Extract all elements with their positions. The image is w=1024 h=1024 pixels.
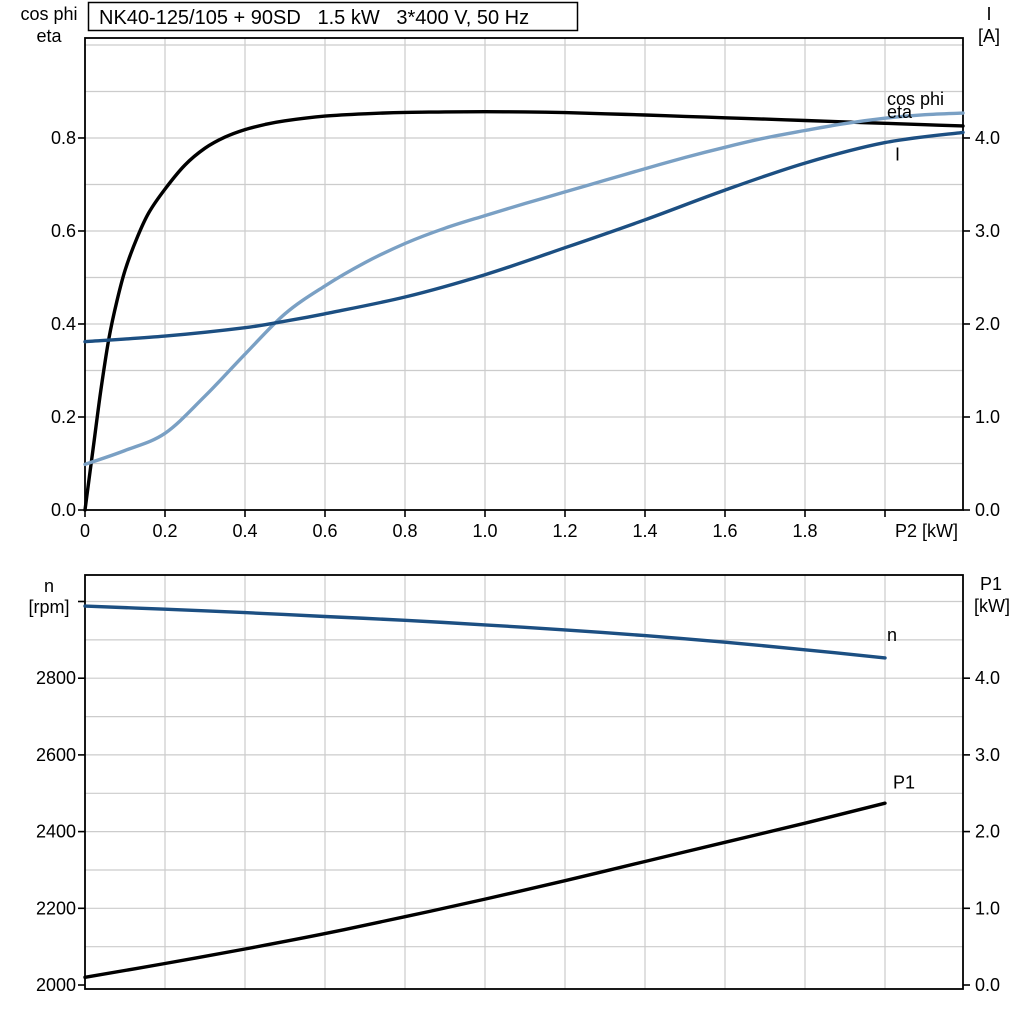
right-tick-label: 2.0 — [975, 314, 1000, 334]
title-box — [87, 1, 579, 32]
left-tick-label: 0.0 — [51, 500, 76, 520]
tick-marks — [78, 137, 970, 517]
curve-cos-phi — [83, 111, 965, 467]
top-right-axis-title-line2: [A] — [978, 26, 1000, 46]
bottom-right-axis-title-line2: [kW] — [974, 596, 1010, 616]
x-tick-label: 1.4 — [632, 521, 657, 541]
plot-frame — [84, 37, 964, 511]
bottom-chart: 2000 2200 2400 2600 2800 0.0 1.0 2.0 3.0 4.0 n P1 — [36, 574, 1000, 995]
tick-marks — [78, 600, 970, 986]
left-tick-label: 0.6 — [51, 221, 76, 241]
curve-n — [83, 604, 887, 660]
x-tick-label: 0.6 — [312, 521, 337, 541]
x-tick-label: 1.6 — [712, 521, 737, 541]
x-axis-title: P2 [kW] — [895, 521, 958, 541]
x-tick-label: 1.0 — [472, 521, 497, 541]
plot-frame — [84, 574, 964, 990]
right-tick-label: 2.0 — [975, 822, 1000, 842]
tick-labels: 2000 2200 2400 2600 2800 0.0 1.0 2.0 3.0 4.0 — [36, 668, 1000, 995]
curve-label-P1: P1 — [893, 772, 915, 792]
x-tick-label: 1.8 — [792, 521, 817, 541]
tick-labels: 0.0 0.2 0.4 0.6 0.8 0.0 1.0 2.0 3.0 4.0 0 0.2 0.4 0.6… — [51, 128, 1000, 541]
gridlines — [85, 575, 963, 989]
x-tick-label: 0.2 — [152, 521, 177, 541]
right-tick-label: 3.0 — [975, 745, 1000, 765]
left-tick-label: 2200 — [36, 898, 76, 918]
curve-label-cos-phi: cos phi — [887, 89, 944, 109]
page-title: NK40-125/105 + 90SD 1.5 kW 3*400 V, 50 H… — [99, 7, 529, 29]
bottom-right-axis-title-line1: P1 — [980, 574, 1002, 594]
x-tick-label: 1.2 — [552, 521, 577, 541]
bottom-left-axis-title-line2: [rpm] — [28, 597, 69, 617]
curve-label-n: n — [887, 625, 897, 645]
left-tick-label: 2400 — [36, 822, 76, 842]
left-tick-label: 0.8 — [51, 128, 76, 148]
top-chart: 0.0 0.2 0.4 0.6 0.8 0.0 1.0 2.0 3.0 4.0 0 0.2 0.4 0.6… — [51, 37, 1000, 541]
left-tick-label: 2800 — [36, 668, 76, 688]
x-tick-label: 0.4 — [232, 521, 257, 541]
left-tick-label: 2600 — [36, 745, 76, 765]
top-left-axis-title-line1: cos phi — [20, 4, 77, 24]
left-tick-label: 2000 — [36, 975, 76, 995]
curve-eta — [83, 110, 965, 512]
right-tick-label: 4.0 — [975, 128, 1000, 148]
right-tick-label: 3.0 — [975, 221, 1000, 241]
top-left-axis-title-line2: eta — [36, 26, 62, 46]
curve-label-eta: eta — [887, 102, 913, 122]
x-tick-label: 0 — [80, 521, 90, 541]
right-tick-label: 0.0 — [975, 975, 1000, 995]
right-tick-label: 0.0 — [975, 500, 1000, 520]
bottom-left-axis-title-line1: n — [44, 576, 54, 596]
right-tick-label: 1.0 — [975, 898, 1000, 918]
left-tick-label: 0.2 — [51, 407, 76, 427]
x-tick-label: 0.8 — [392, 521, 417, 541]
curve-P1 — [83, 801, 887, 979]
curve-I — [83, 130, 965, 344]
curve-label-I: I — [895, 145, 900, 165]
top-right-axis-title-line1: I — [986, 4, 991, 24]
generated-charts: 0.0 0.2 0.4 0.6 0.8 0.0 1.0 2.0 3.0 4.0 0 0.2 0.4 0.6… — [36, 37, 1000, 995]
gridlines — [85, 38, 963, 510]
right-tick-label: 1.0 — [975, 407, 1000, 427]
right-tick-label: 4.0 — [975, 668, 1000, 688]
left-tick-label: 0.4 — [51, 314, 76, 334]
